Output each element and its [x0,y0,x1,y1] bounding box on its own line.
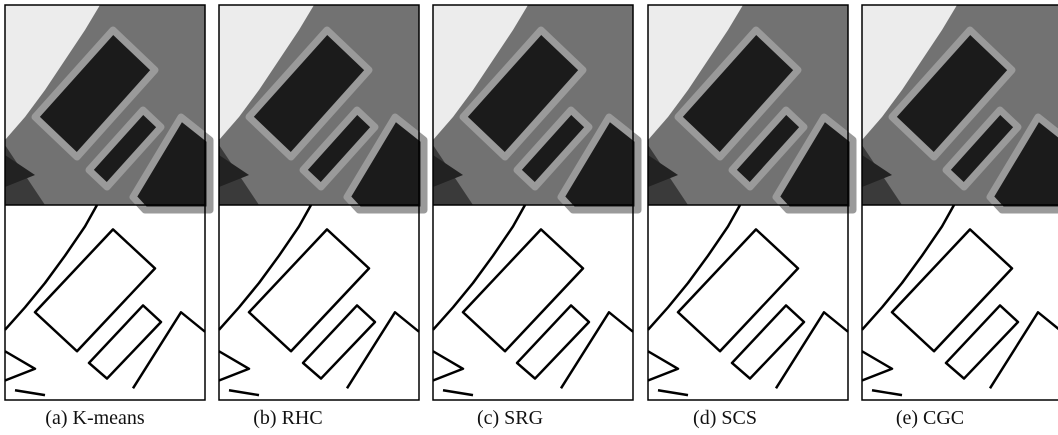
caption: (a) K-means [45,407,145,429]
segmented-image [219,5,424,210]
panel-frame [218,4,420,401]
boundary-image [860,203,1058,397]
boundary-image [3,203,207,397]
boundary-image [646,203,850,397]
segmented-image [648,5,853,210]
segmented-image [862,5,1058,210]
panel-frame [4,4,206,401]
panel-frame [647,4,849,401]
boundary-image [217,203,421,397]
panel-frame [861,4,1058,401]
segmented-image [433,5,638,210]
caption: (e) CGC [896,407,964,429]
boundary-image [431,203,635,397]
caption: (d) SCS [693,407,757,429]
segmented-image [5,5,210,210]
caption: (b) RHC [253,407,322,429]
caption: (c) SRG [477,407,543,429]
panel-frame [432,4,634,401]
